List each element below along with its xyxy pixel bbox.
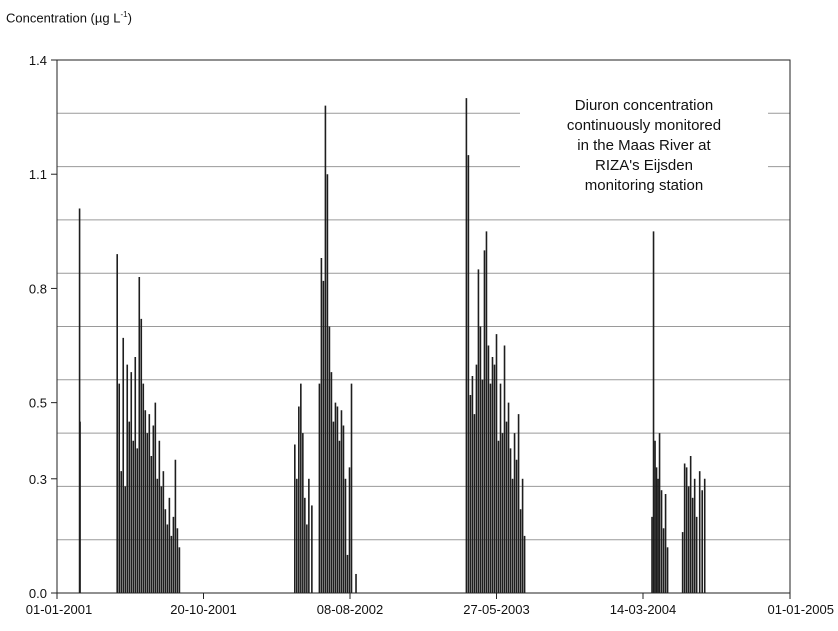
chart-annotation: Diuron concentration continuously monito… xyxy=(520,94,768,198)
x-tick-label: 01-01-2005 xyxy=(768,602,835,617)
annotation-line: RIZA's Eijsden xyxy=(595,157,693,174)
y-axis-label: Concentration (µg L-1) xyxy=(6,10,132,25)
y-tick-label: 1.1 xyxy=(29,167,47,182)
x-tick-label: 01-01-2001 xyxy=(26,602,93,617)
y-tick-label: 0.3 xyxy=(29,472,47,487)
y-axis-label-main: Concentration (µg L xyxy=(6,10,121,26)
x-axis-ticks: 01-01-2001 20-10-2001 08-08-2002 27-05-2003… xyxy=(26,593,834,617)
y-axis-label-close: ) xyxy=(127,10,132,26)
y-axis-ticks: 0.0 0.3 0.5 0.8 1.1 1.4 xyxy=(29,53,57,601)
y-tick-label: 1.4 xyxy=(29,53,47,68)
annotation-line: monitoring station xyxy=(584,177,704,194)
x-tick-label: 14-03-2004 xyxy=(610,602,677,617)
x-tick-label: 20-10-2001 xyxy=(170,602,237,617)
data-bars xyxy=(78,98,706,593)
y-tick-label: 0.0 xyxy=(29,586,47,601)
y-axis-label-exponent: -1 xyxy=(120,10,128,19)
annotation-line: Diuron concentration xyxy=(574,97,714,114)
x-tick-label: 27-05-2003 xyxy=(463,602,530,617)
annotation-line: continuously monitored xyxy=(566,117,722,134)
annotation-line: in the Maas River at xyxy=(577,137,711,154)
x-tick-label: 08-08-2002 xyxy=(317,602,384,617)
y-tick-label: 0.5 xyxy=(29,396,47,411)
y-tick-label: 0.8 xyxy=(29,281,47,296)
plot-frame xyxy=(56,59,791,594)
